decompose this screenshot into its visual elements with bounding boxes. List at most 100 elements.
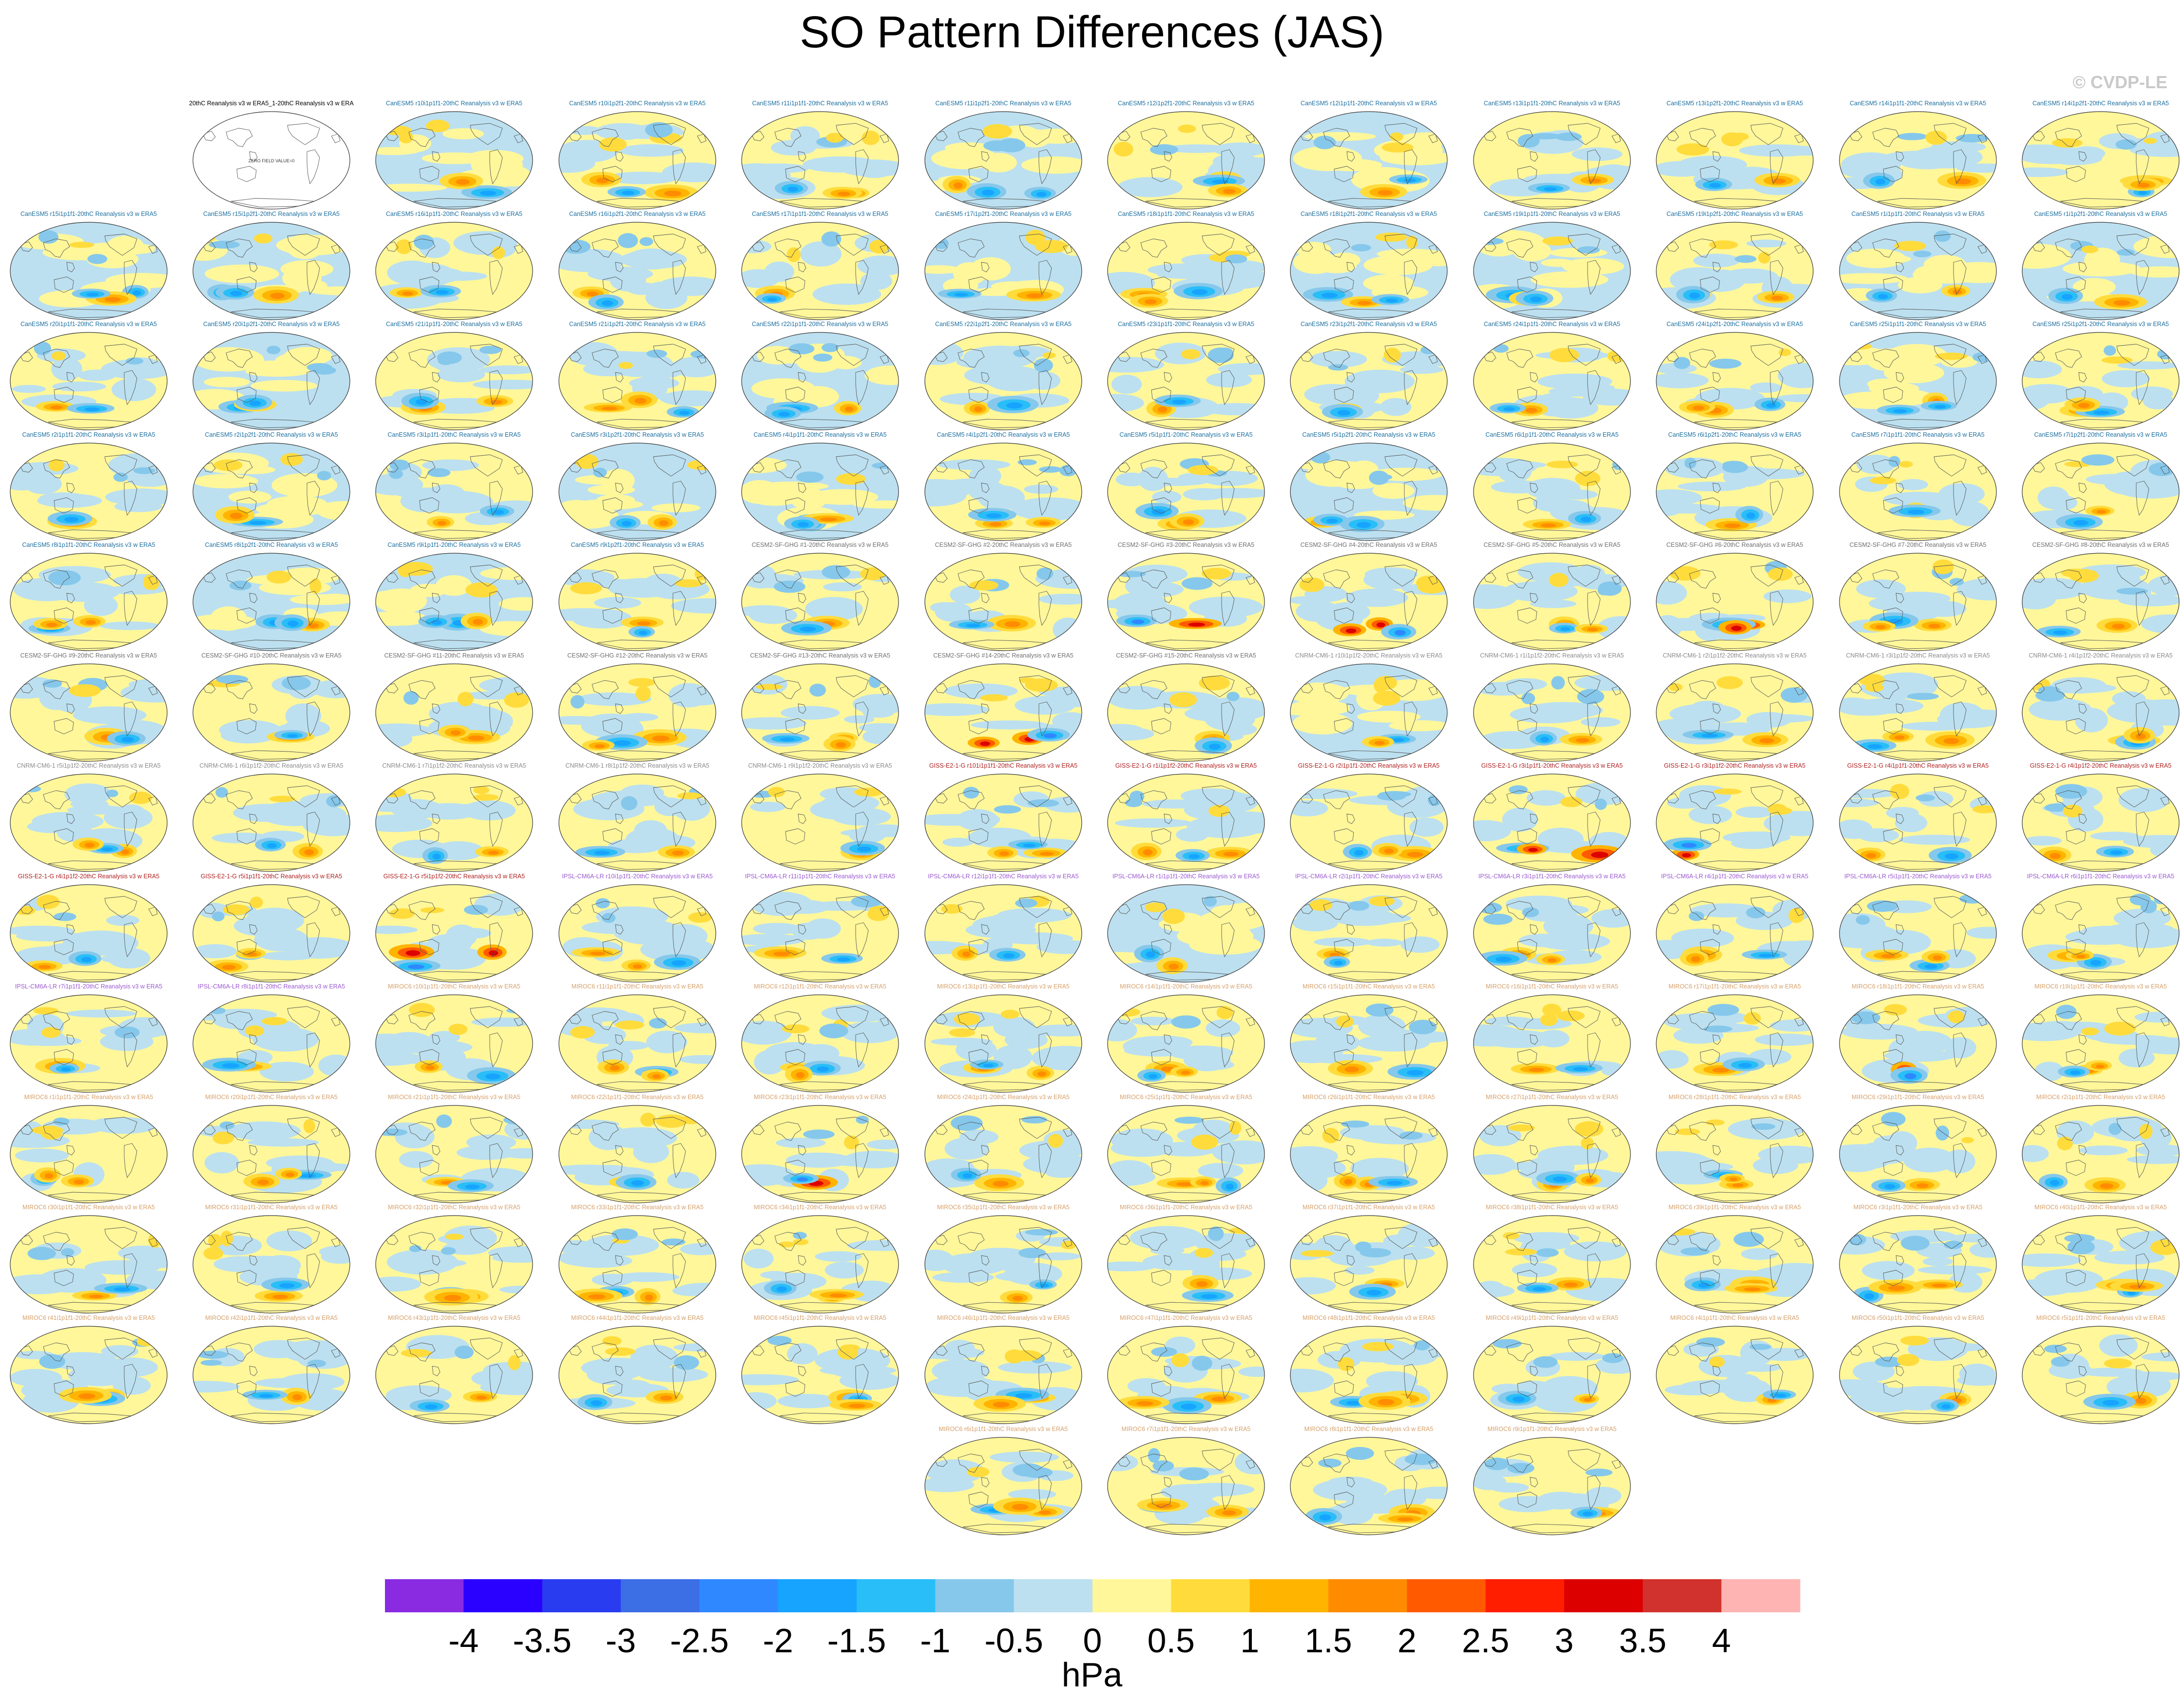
anomaly-contour	[465, 582, 498, 598]
anomaly-contour	[596, 177, 609, 183]
anomaly-contour	[1474, 1474, 1507, 1490]
anomaly-contour	[498, 597, 533, 611]
anomaly-contour	[1689, 292, 1700, 299]
coastline	[408, 1011, 436, 1030]
coastline	[1934, 1117, 1967, 1139]
anomaly-contour	[2089, 569, 2141, 593]
anomaly-contour	[767, 1335, 792, 1346]
anomaly-contour	[133, 290, 141, 295]
map-border	[741, 443, 899, 541]
coastline	[981, 813, 990, 824]
coastline	[19, 1124, 33, 1135]
coastline	[1323, 348, 1350, 368]
coastline	[124, 701, 137, 737]
coastline	[855, 701, 869, 737]
anomaly-contour	[615, 1020, 644, 1030]
coastline	[880, 134, 889, 143]
panel-title: MIROC6 r8i1p1f1-20thC Reanalysis v3 w ER…	[1304, 1426, 1434, 1432]
anomaly-contour	[84, 1260, 160, 1275]
anomaly-contour	[1933, 955, 1942, 960]
anomaly-contour	[426, 119, 450, 133]
anomaly-contour	[1682, 853, 1691, 858]
coastline	[653, 1006, 686, 1028]
anomaly-contour	[1922, 600, 1967, 617]
coastline	[287, 233, 320, 256]
coastline	[226, 1232, 253, 1251]
coastline	[2066, 387, 2086, 403]
map-border	[1656, 663, 1814, 762]
robinson-map	[1839, 443, 1997, 541]
coastline	[202, 793, 216, 804]
coastline	[836, 675, 869, 697]
anomaly-contour	[2035, 689, 2065, 702]
anomaly-contour	[803, 1129, 835, 1139]
robinson-map	[924, 222, 1082, 320]
robinson-map	[741, 663, 899, 762]
panel-title: MIROC6 r15i1p1f1-20thC Reanalysis v3 w E…	[1303, 983, 1435, 990]
map-border	[1656, 443, 1814, 541]
anomaly-contour	[1851, 1011, 1880, 1025]
anomaly-contour	[1564, 1241, 1627, 1261]
anomaly-contour	[1506, 587, 1559, 597]
coastline	[489, 812, 503, 847]
anomaly-contour	[817, 1066, 829, 1072]
anomaly-contour	[84, 843, 95, 848]
coastline	[1334, 1049, 1354, 1065]
anomaly-contour	[866, 1140, 899, 1150]
anomaly-contour	[1746, 712, 1791, 728]
anomaly-contour	[594, 851, 610, 855]
coastline	[1063, 134, 1073, 143]
coastline	[287, 123, 320, 145]
coastline	[1221, 1475, 1235, 1510]
map-border	[924, 1437, 1082, 1535]
coastline	[568, 572, 582, 583]
anomaly-contour	[1374, 677, 1387, 693]
anomaly-contour	[2045, 495, 2078, 511]
coastline	[2066, 276, 2086, 293]
anomaly-contour	[1713, 788, 1742, 795]
anomaly-contour	[1543, 187, 1557, 191]
anomaly-contour	[786, 247, 801, 262]
coastline	[249, 1145, 258, 1156]
robinson-map	[1473, 1326, 1631, 1424]
coastline	[785, 1160, 805, 1176]
anomaly-contour	[309, 578, 322, 594]
coastline	[1883, 1380, 1903, 1397]
anomaly-contour	[1037, 1071, 1047, 1077]
panel-title: MIROC6 r43i1p1f1-20thC Reanalysis v3 w E…	[388, 1315, 520, 1321]
coastline	[2078, 593, 2087, 603]
coastline	[1245, 1127, 1255, 1137]
coastline	[798, 593, 806, 603]
anomaly-contour	[2141, 1352, 2179, 1361]
coastline	[1221, 701, 1235, 737]
coastline	[1300, 904, 1313, 914]
anomaly-contour	[1290, 699, 1350, 716]
coastline	[307, 1143, 320, 1179]
coastline	[958, 680, 985, 699]
anomaly-contour	[677, 792, 703, 799]
map-border	[1473, 1326, 1631, 1424]
coastline	[2160, 1348, 2170, 1358]
anomaly-contour	[415, 399, 428, 405]
anomaly-contour	[875, 1016, 899, 1036]
coastline	[1872, 1232, 1899, 1251]
anomaly-contour	[455, 928, 491, 939]
anomaly-contour	[1751, 1123, 1776, 1130]
coastline	[615, 813, 624, 824]
anomaly-contour	[405, 950, 421, 956]
anomaly-contour	[1475, 902, 1502, 913]
anomaly-contour	[1023, 1154, 1082, 1174]
coastline	[2160, 1127, 2170, 1137]
robinson-map	[741, 1215, 899, 1314]
robinson-map	[1656, 332, 1814, 430]
coastline	[855, 481, 869, 516]
anomaly-contour	[1873, 929, 1931, 954]
panel-title: MIROC6 r19i1p1f1-20thC Reanalysis v3 w E…	[2034, 983, 2167, 990]
panel-title: CanESM5 r21i1p2f1-20thC Reanalysis v3 w …	[569, 321, 706, 328]
coastline	[1587, 1364, 1601, 1399]
anomaly-contour	[403, 691, 419, 705]
coastline	[1953, 1143, 1967, 1179]
map-border	[1839, 553, 1997, 651]
panel-title: MIROC6 r10i1p1f1-20thC Reanalysis v3 w E…	[388, 983, 520, 990]
map-panel: CanESM5 r7i1p2f1-20thC Reanalysis v3 w E…	[2018, 431, 2183, 543]
